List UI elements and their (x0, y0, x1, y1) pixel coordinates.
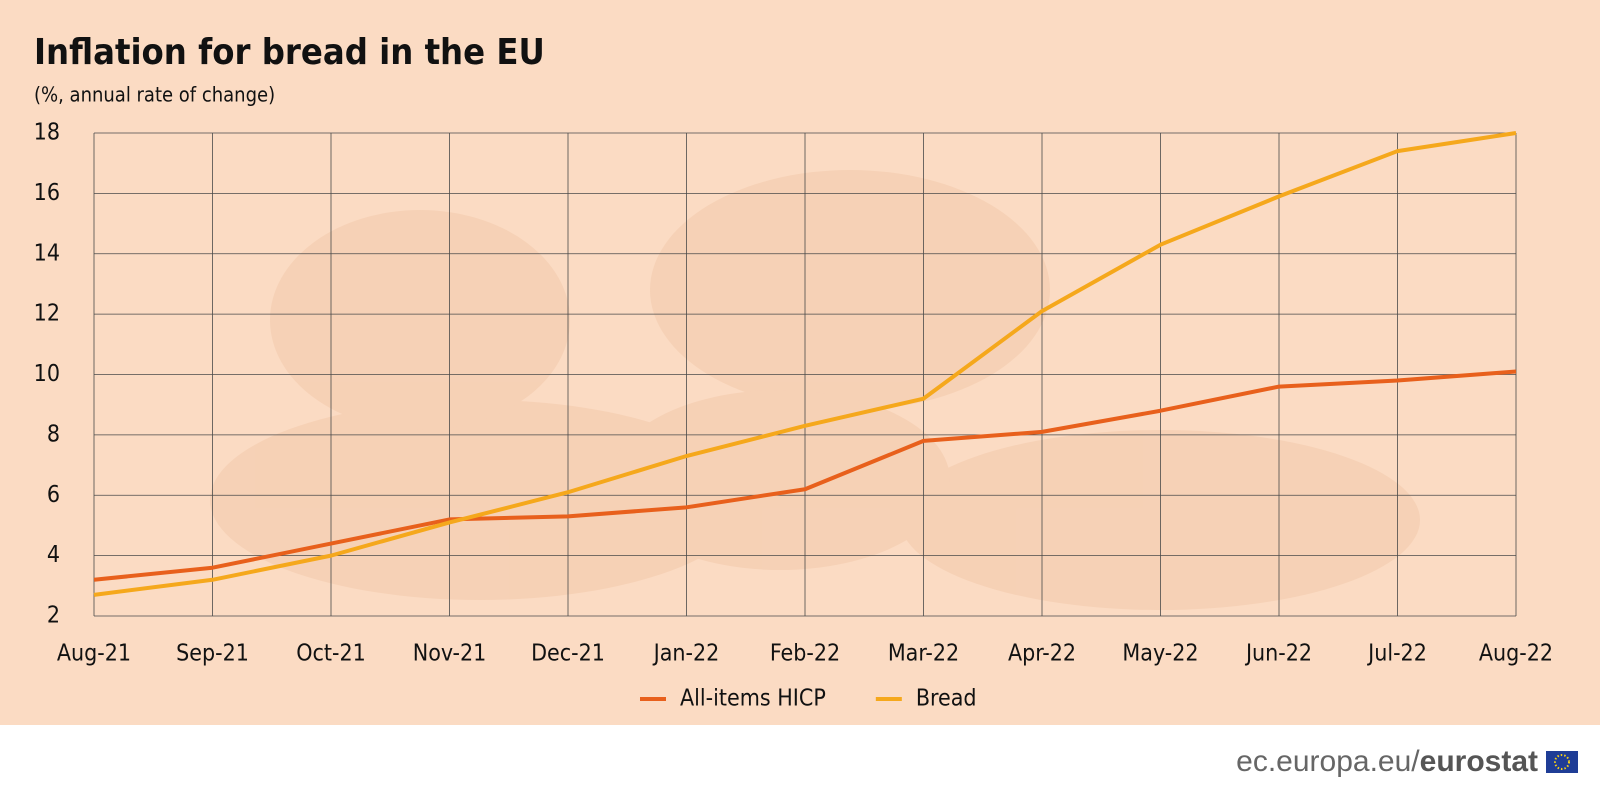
y-tick-label: 16 (34, 180, 60, 206)
y-tick-label: 12 (34, 301, 60, 327)
x-tick-label: Feb-22 (770, 641, 840, 667)
x-tick-label: Jul-22 (1366, 641, 1427, 667)
legend-label: Bread (916, 686, 977, 712)
y-tick-label: 18 (34, 120, 60, 146)
footer-site: ec.europa.eu/ (1236, 745, 1420, 778)
eu-stars (1554, 754, 1570, 770)
x-tick-label: Dec-21 (531, 641, 605, 667)
x-tick-label: Aug-21 (57, 641, 131, 667)
legend-label: All-items HICP (680, 686, 826, 712)
x-tick-label: May-22 (1122, 641, 1198, 667)
y-tick-label: 6 (47, 482, 60, 508)
series-line (93, 369, 1517, 582)
y-tick-label: 4 (47, 542, 60, 568)
series-line (93, 131, 1517, 597)
x-tick-label: Jun-22 (1244, 641, 1312, 667)
x-tick-label: Sep-21 (176, 641, 249, 667)
x-tick-label: Nov-21 (413, 641, 487, 667)
eu-flag (1546, 751, 1578, 773)
x-tick-label: Aug-22 (1479, 641, 1553, 667)
chart-title: Inflation for bread in the EU (34, 32, 545, 73)
x-tick-label: Apr-22 (1008, 641, 1076, 667)
footer-text: ec.europa.eu/eurostat (1236, 745, 1538, 778)
x-tick-label: Oct-21 (296, 641, 366, 667)
chart-subtitle: (%, annual rate of change) (34, 83, 275, 107)
x-tick-label: Jan-22 (652, 641, 720, 667)
y-tick-label: 8 (47, 421, 60, 447)
x-tick-label: Mar-22 (888, 641, 959, 667)
chart-background (0, 0, 1600, 725)
footer: ec.europa.eu/eurostat (1236, 745, 1578, 778)
footer-brand: eurostat (1420, 745, 1538, 778)
y-tick-label: 10 (34, 361, 60, 387)
y-tick-label: 2 (47, 603, 60, 629)
footer-background (0, 725, 1600, 800)
y-tick-label: 14 (34, 240, 60, 266)
